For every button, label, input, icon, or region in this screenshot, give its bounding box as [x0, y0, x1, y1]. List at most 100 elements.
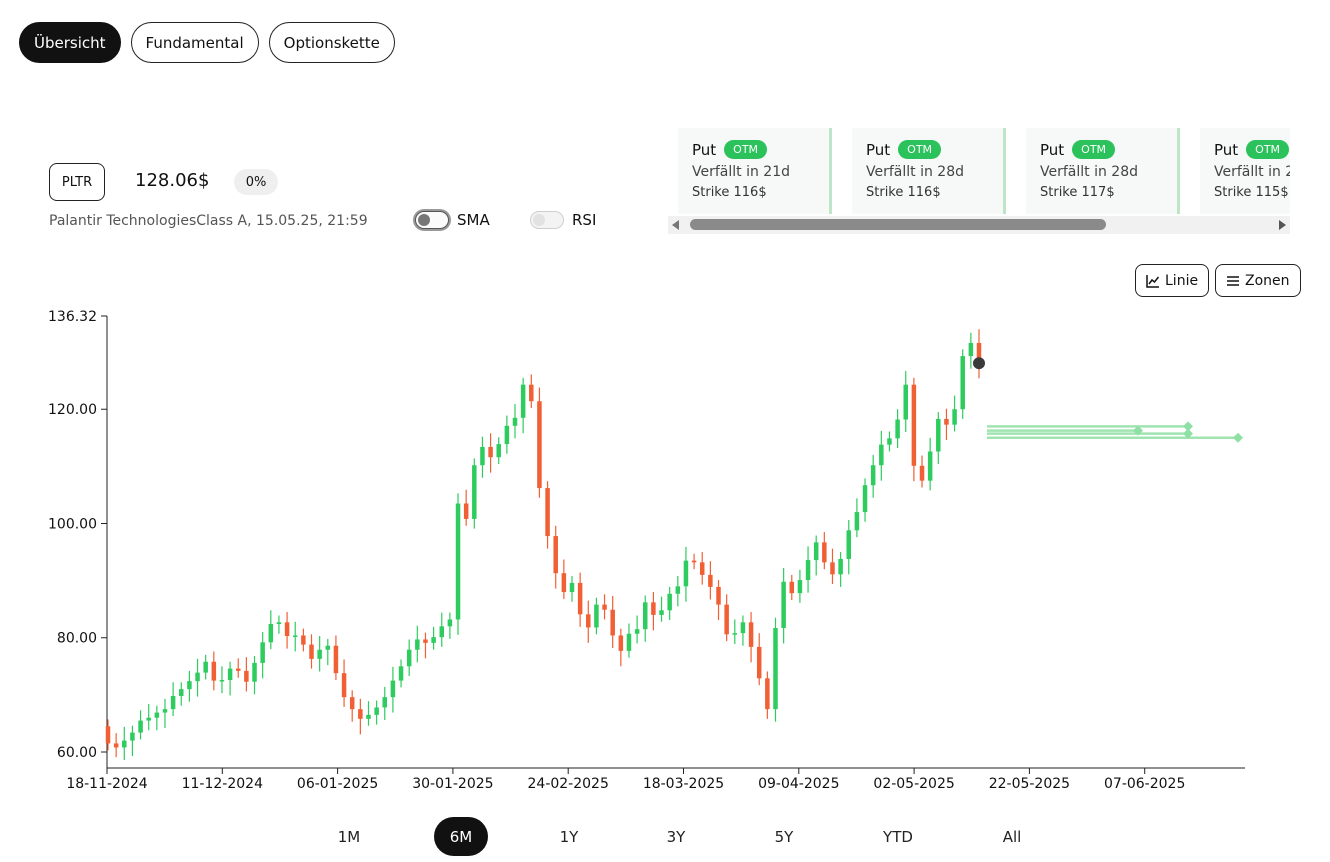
candle	[325, 638, 331, 666]
zone-marker	[1233, 432, 1243, 443]
x-axis-ticks: 18-11-2024 11-12-2024 06-01-2025 30-01-2025…	[66, 768, 1185, 792]
candle-body	[260, 642, 265, 663]
candle-body	[317, 649, 322, 659]
candle-body	[545, 488, 550, 537]
candle-body	[341, 673, 347, 698]
candle-body	[447, 619, 453, 627]
tab-fundamental[interactable]: Fundamental	[130, 22, 259, 63]
candle-body	[179, 689, 184, 697]
option-expiry: Verfällt in 21d	[692, 164, 790, 180]
candle-body	[301, 635, 306, 645]
rsi-switch[interactable]	[530, 211, 564, 229]
option-expiry: Verfällt in 21d	[1214, 164, 1290, 180]
candle	[512, 404, 518, 439]
candle-body	[805, 560, 811, 581]
candle-body	[797, 580, 803, 594]
candle	[219, 666, 225, 694]
scroll-left-arrow-icon[interactable]	[672, 220, 679, 230]
candle	[366, 701, 371, 726]
option-card[interactable]: Put OTM Verfällt in 28d Strike 116$	[852, 128, 1006, 214]
candle	[789, 574, 795, 601]
sma-switch[interactable]	[415, 211, 449, 229]
zones-label: Zonen	[1245, 272, 1290, 289]
rsi-toggle[interactable]: RSI	[530, 211, 596, 229]
candle-body	[439, 626, 444, 638]
candle-body	[480, 446, 485, 466]
option-card[interactable]: Put OTM Verfällt in 21d Strike 115$	[1200, 128, 1290, 214]
candle	[276, 615, 282, 634]
candle	[602, 594, 607, 620]
candle-body	[569, 582, 575, 593]
range-6m[interactable]: 6M	[434, 817, 488, 856]
range-1y[interactable]: 1Y	[559, 827, 579, 846]
tab-overview[interactable]: Übersicht	[19, 22, 121, 63]
menu-icon	[1227, 275, 1239, 286]
option-card[interactable]: Put OTM Verfällt in 28d Strike 117$	[1026, 128, 1180, 214]
candle-body	[765, 678, 770, 710]
y-tick-label: 80.00	[57, 631, 97, 647]
otm-badge: OTM	[1246, 140, 1290, 159]
candle-body	[130, 732, 135, 741]
option-type: Put	[1214, 140, 1239, 159]
candle-body	[732, 633, 738, 635]
candle	[870, 454, 876, 498]
range-5y[interactable]: 5Y	[774, 827, 794, 846]
candle	[496, 437, 501, 465]
x-tick-label: 18-03-2025	[643, 776, 724, 792]
candle-body	[781, 581, 786, 629]
candle	[708, 561, 713, 600]
candle	[659, 596, 664, 622]
y-axis-ticks: 136.32 120.00 100.00 80.00 60.00	[48, 309, 107, 761]
candle-body	[968, 342, 974, 357]
candle	[724, 594, 729, 642]
range-ytd[interactable]: YTD	[883, 827, 913, 846]
scroll-right-arrow-icon[interactable]	[1279, 220, 1286, 230]
candle-body	[976, 342, 982, 363]
candle-body	[675, 586, 681, 594]
candle	[553, 525, 558, 589]
candle	[341, 659, 347, 707]
range-all[interactable]: All	[1002, 827, 1022, 846]
candle	[284, 612, 290, 649]
candle	[162, 698, 168, 729]
rsi-label: RSI	[572, 211, 597, 229]
candle	[919, 455, 925, 488]
candle	[936, 412, 941, 465]
company-info: Palantir TechnologiesClass A, 15.05.25, …	[49, 213, 368, 229]
candle	[830, 548, 835, 585]
candle	[895, 409, 900, 449]
option-strike: Strike 115$	[1214, 185, 1289, 200]
zones-button[interactable]: Zonen	[1215, 264, 1301, 297]
candle-body	[537, 401, 542, 489]
option-card[interactable]: Put OTM Verfällt in 21d Strike 116$	[678, 128, 832, 214]
candle-body	[455, 503, 461, 620]
candle	[504, 415, 510, 454]
option-expiry: Verfällt in 28d	[1040, 164, 1138, 180]
candle	[699, 552, 705, 585]
range-1m[interactable]: 1M	[337, 827, 361, 846]
range-3y[interactable]: 3Y	[666, 827, 686, 846]
candle-body	[162, 709, 168, 713]
options-scrollbar[interactable]	[668, 216, 1290, 234]
candle-body	[227, 668, 233, 681]
candle-body	[390, 680, 396, 698]
candle	[903, 370, 908, 433]
candle-body	[691, 560, 697, 563]
candle	[398, 659, 404, 688]
candle	[968, 332, 974, 369]
scroll-thumb[interactable]	[690, 219, 1106, 230]
candle	[862, 478, 868, 522]
candle-body	[211, 661, 217, 681]
tab-option-chain[interactable]: Optionskette	[268, 22, 395, 63]
candle-body	[618, 635, 624, 651]
candle	[911, 377, 917, 482]
x-tick-label: 06-01-2025	[297, 776, 378, 792]
candle	[675, 576, 681, 607]
candle-body	[325, 645, 331, 650]
candle-body	[504, 425, 510, 445]
candle	[927, 437, 933, 491]
line-chart-button[interactable]: Linie	[1135, 264, 1210, 297]
sma-toggle[interactable]: SMA	[415, 211, 490, 229]
candle-body	[610, 609, 615, 636]
